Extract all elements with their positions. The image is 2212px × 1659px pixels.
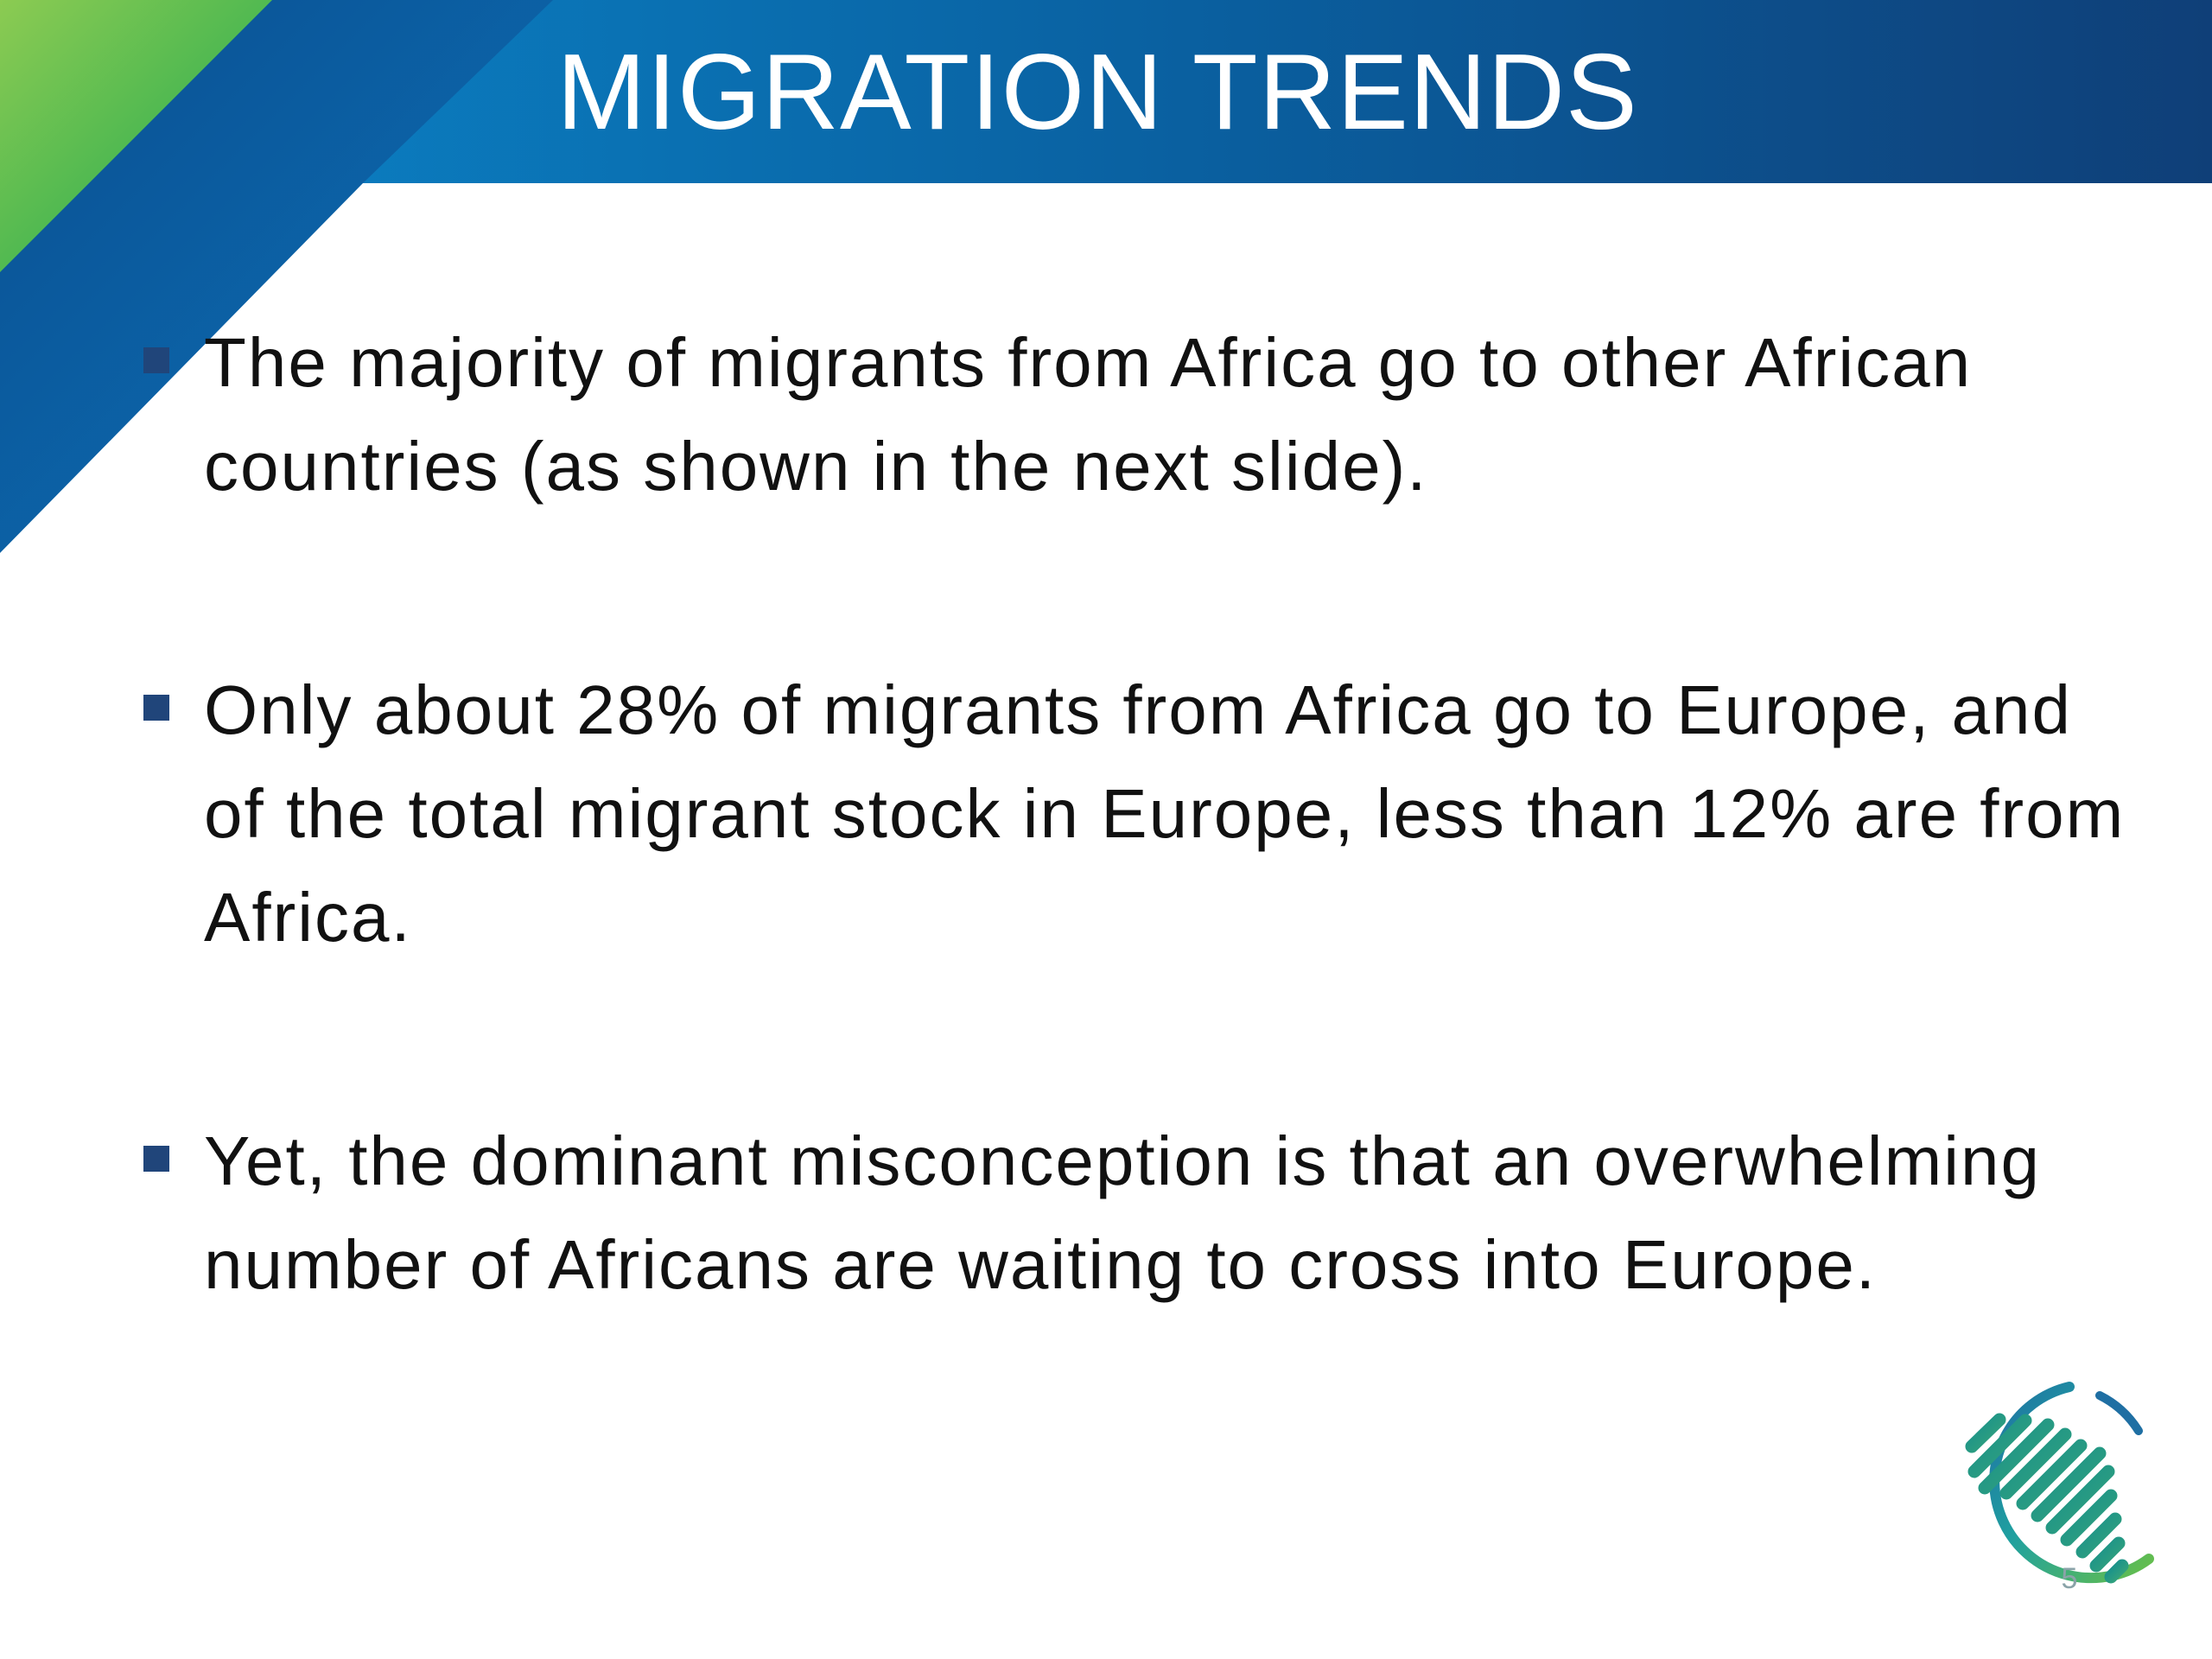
square-bullet-icon — [143, 1146, 169, 1172]
africa-map-logo-icon — [1965, 1382, 2154, 1584]
bullet-list: The majority of migrants from Africa go … — [130, 311, 2143, 1317]
slide-title: MIGRATION TRENDS — [556, 33, 1638, 152]
bullet-item: Only about 28% of migrants from Africa g… — [130, 658, 2143, 969]
square-bullet-icon — [143, 695, 169, 721]
square-bullet-icon — [143, 347, 169, 373]
bullet-text: Only about 28% of migrants from Africa g… — [204, 671, 2126, 956]
bullet-text: The majority of migrants from Africa go … — [204, 324, 1973, 505]
bullet-text: Yet, the dominant misconception is that … — [204, 1122, 2041, 1303]
bullet-item: Yet, the dominant misconception is that … — [130, 1109, 2143, 1317]
page-number: 5 — [2061, 1562, 2078, 1595]
bullet-item: The majority of migrants from Africa go … — [130, 311, 2143, 518]
